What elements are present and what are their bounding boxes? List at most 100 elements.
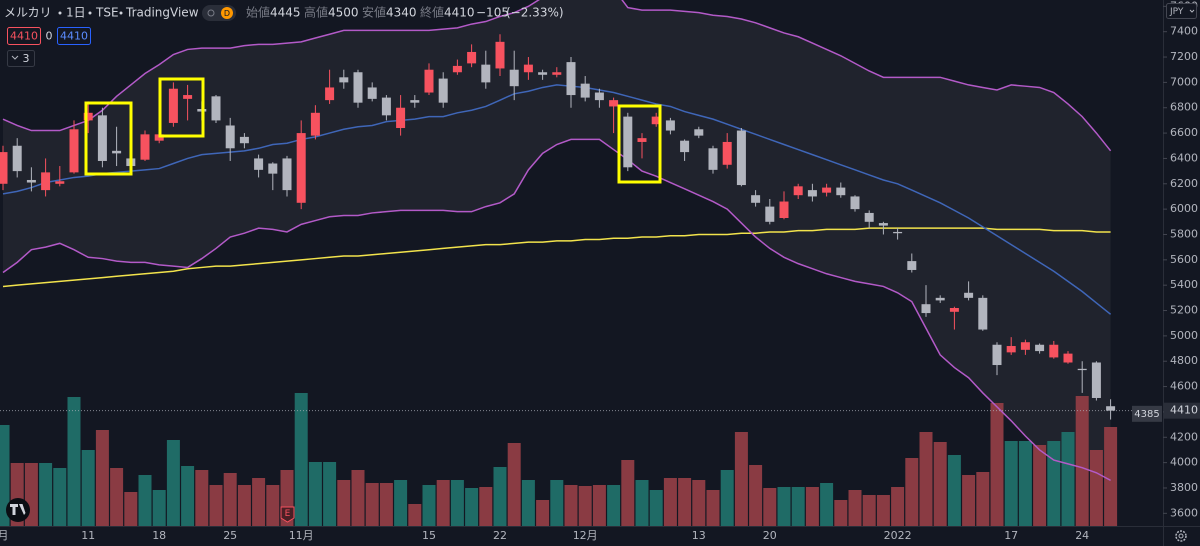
y-tick-label: 6800: [1170, 101, 1198, 114]
candle-body: [538, 72, 548, 75]
candle-body: [1020, 342, 1030, 350]
candle-body: [722, 141, 732, 165]
volume-bar: [777, 487, 791, 526]
volume-bar: [53, 468, 67, 526]
x-tick-label: 11: [81, 529, 95, 542]
earnings-marker[interactable]: E: [280, 506, 295, 523]
volume-bar: [919, 432, 933, 526]
x-tick-label: 月: [0, 529, 9, 542]
settings-icon[interactable]: [1175, 530, 1187, 542]
volume-bar: [39, 463, 53, 526]
volume-bar: [976, 472, 990, 526]
last-price-label: 4410: [1170, 404, 1198, 417]
y-tick-label: 4600: [1170, 380, 1198, 393]
volume-bar: [635, 480, 649, 526]
volume-bar: [308, 462, 322, 526]
currency-box[interactable]: [1166, 3, 1197, 19]
x-tick-label: 17: [1004, 529, 1018, 542]
x-tick-label: 2022: [884, 529, 912, 542]
highlight-box: [158, 77, 205, 138]
candle-layer: [0, 34, 1163, 420]
y-tick-label: 6200: [1170, 177, 1198, 190]
volume-bar: [422, 485, 436, 526]
candle-body: [97, 115, 107, 161]
candle-body: [26, 179, 36, 183]
candle-body: [609, 100, 619, 107]
symbol: メルカリ: [4, 6, 52, 20]
exchange: TSE: [95, 6, 119, 20]
buy-button[interactable]: [57, 27, 91, 45]
candle-body: [793, 186, 803, 196]
candle-body: [1049, 344, 1059, 358]
candle-body: [0, 152, 8, 184]
candle-body: [381, 97, 391, 116]
candle-body: [822, 187, 832, 193]
close-value: 4410: [444, 6, 475, 20]
volume-bar: [408, 504, 422, 526]
y-tick-label: 4000: [1170, 456, 1198, 469]
volume-bar: [763, 488, 777, 526]
candle-body: [665, 120, 675, 131]
candle-body: [12, 145, 22, 172]
candle-body: [949, 307, 959, 312]
x-tick-label: 11月: [289, 529, 314, 542]
volume-bar: [110, 468, 124, 526]
candle-body: [41, 172, 51, 191]
badge-label: D: [224, 9, 230, 18]
indicators-toggle[interactable]: [7, 50, 35, 67]
volume-bar: [436, 480, 450, 526]
high-value: 4500: [328, 6, 359, 20]
candle-body: [935, 297, 945, 301]
volume-bar: [237, 485, 251, 526]
candle-body: [396, 107, 406, 129]
candle-body: [211, 96, 221, 121]
volume-bar: [876, 495, 890, 526]
x-tick-label: 20: [763, 529, 777, 542]
volume-bar: [1089, 450, 1103, 526]
chevron: [11, 55, 19, 60]
candle-body: [921, 304, 931, 314]
high-label: 高値: [304, 5, 328, 20]
crosshair-price-box: [1132, 405, 1162, 422]
volume-bar: [1004, 441, 1018, 526]
earnings-label: E: [285, 509, 291, 519]
candle-body: [552, 72, 562, 75]
volume-bar: [223, 473, 237, 526]
line-layer: [2, 0, 1112, 482]
candle-body: [438, 78, 448, 103]
y-tick-label: 4200: [1170, 430, 1198, 443]
band-upper: [2, 0, 1112, 152]
candle-body: [694, 129, 704, 136]
volume-bar: [252, 478, 266, 526]
sell-button[interactable]: [7, 27, 41, 45]
volume-bar: [166, 440, 180, 526]
volume-bar: [678, 478, 692, 526]
x-tick-label: 22: [493, 529, 507, 542]
band-basis: [2, 84, 1112, 315]
y-tick-label: 6600: [1170, 126, 1198, 139]
volume-bar: [323, 462, 337, 526]
last-price-box: [1164, 402, 1200, 419]
open-value: 4445: [270, 6, 301, 20]
candle-body: [467, 51, 477, 64]
candle-body: [964, 292, 974, 298]
volume-bar: [152, 490, 166, 526]
buy-price: 4410: [60, 30, 88, 43]
volume-bar: [1033, 445, 1047, 526]
volume-bar: [848, 490, 862, 526]
x-tick-label: 25: [223, 529, 237, 542]
candle-body: [878, 223, 888, 226]
y-tick-label: 5600: [1170, 253, 1198, 266]
volume-bar: [891, 487, 905, 526]
volume-bar: [337, 480, 351, 526]
currency: JPY: [1169, 7, 1184, 17]
candle-body: [680, 140, 690, 153]
volume-bar: [209, 485, 223, 526]
volume-bar: [1061, 432, 1075, 526]
volume-bar: [706, 490, 720, 526]
low-value: 4340: [386, 6, 417, 20]
candle-body: [225, 125, 235, 149]
volume-bar: [67, 397, 81, 526]
